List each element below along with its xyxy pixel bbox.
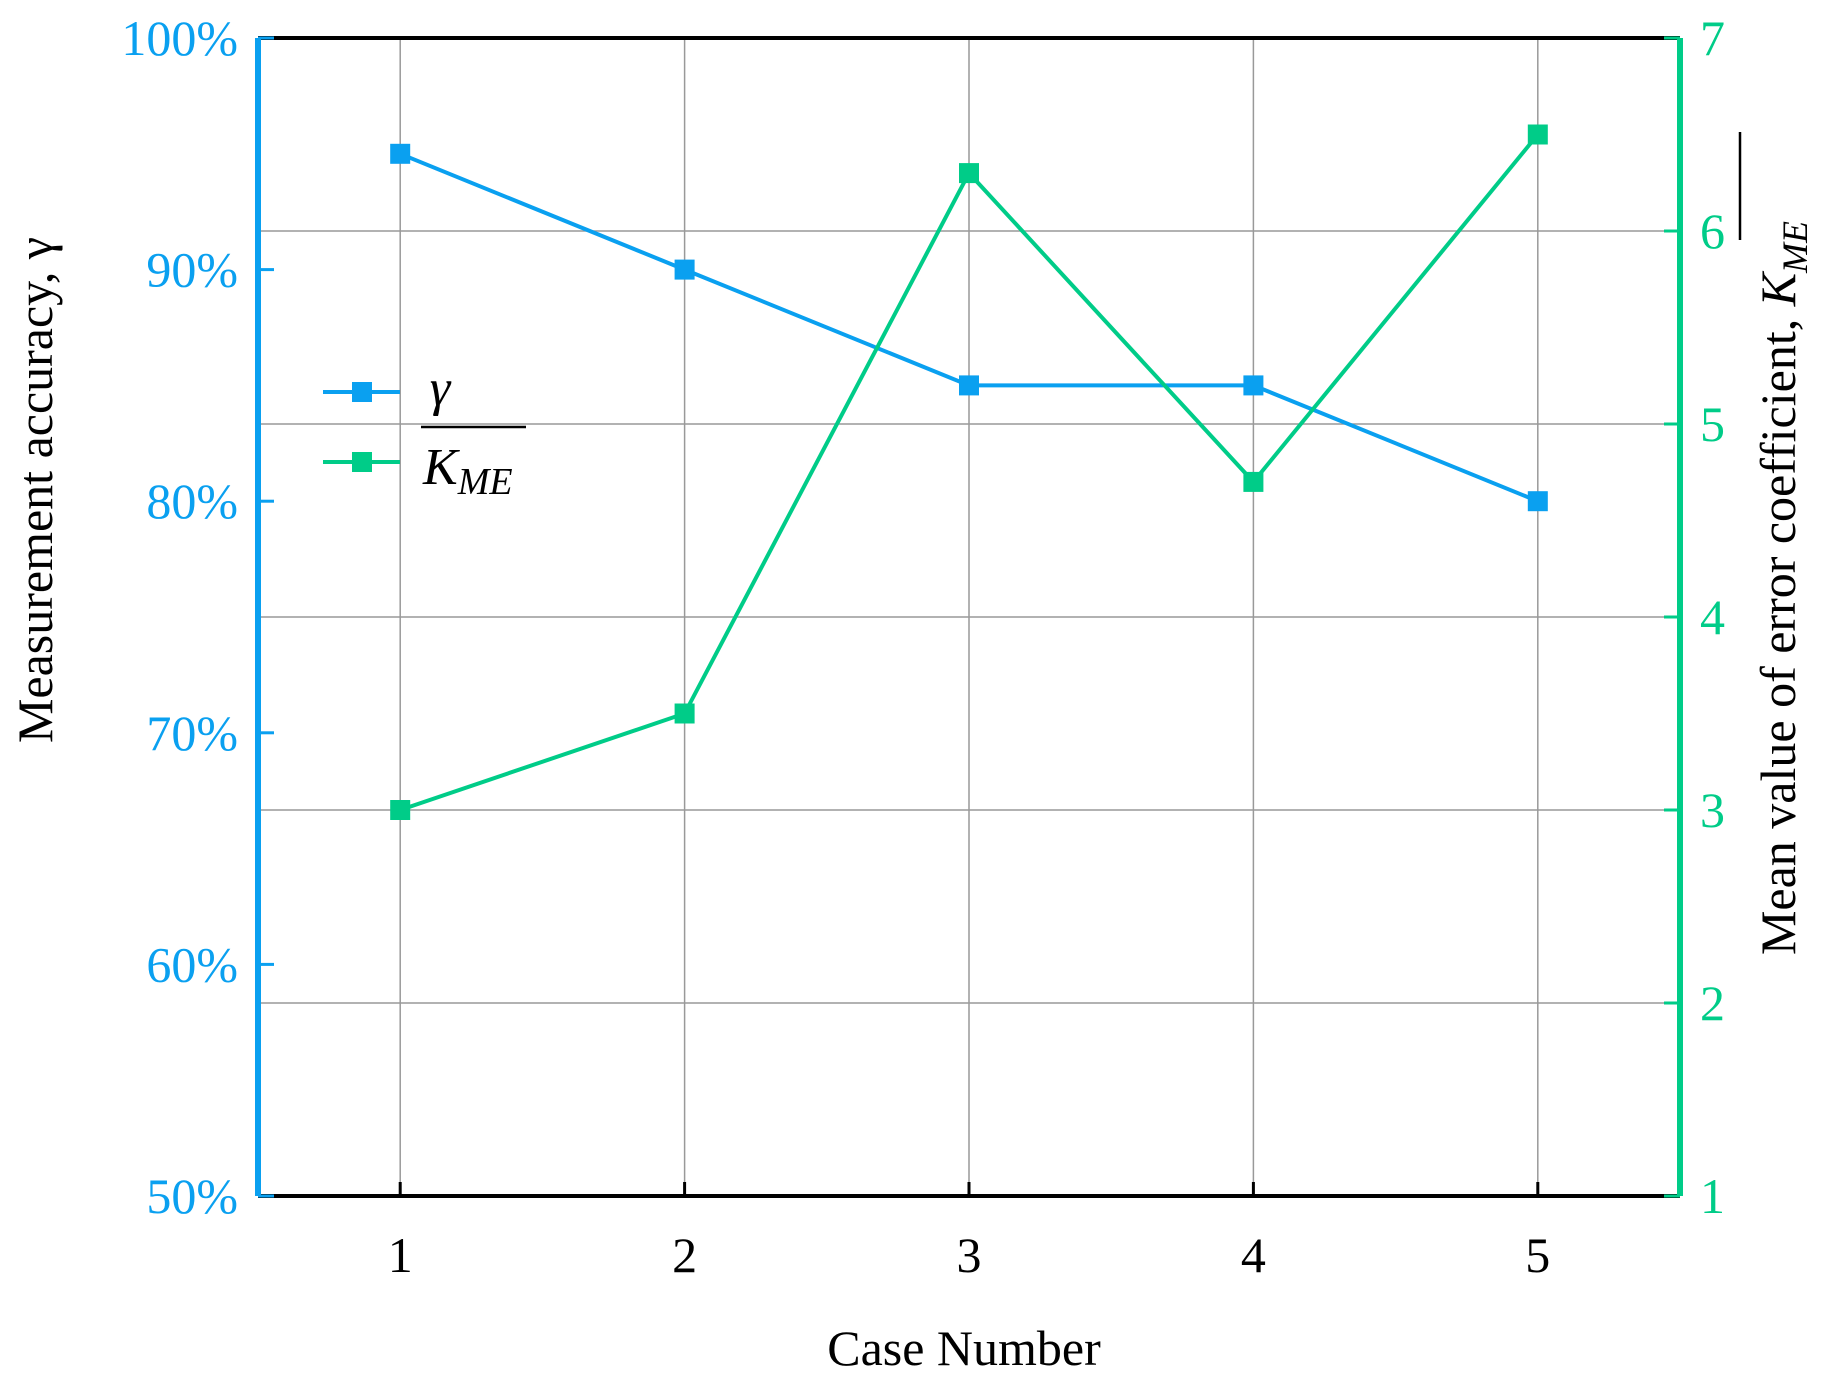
y-left-tick-label: 60% bbox=[146, 936, 238, 992]
legend-label-gamma: γ bbox=[430, 360, 452, 417]
y-left-tick-label: 90% bbox=[146, 242, 238, 298]
data-point-series-1-case-2 bbox=[674, 259, 695, 280]
y-right-tick-label: 3 bbox=[1700, 782, 1725, 838]
y-right-tick-label: 5 bbox=[1700, 396, 1725, 452]
y-right-tick-label: 1 bbox=[1700, 1168, 1725, 1224]
x-tick-label: 1 bbox=[388, 1227, 413, 1283]
grid-lines bbox=[258, 38, 1680, 1196]
y-axis-right-title-subscript: ME bbox=[1775, 221, 1815, 274]
y-left-tick-label: 80% bbox=[146, 473, 238, 529]
y-left-tick-label: 100% bbox=[121, 10, 238, 66]
data-point-series-2-case-1 bbox=[390, 800, 411, 820]
data-point-series-2-case-3 bbox=[959, 163, 979, 184]
data-point-series-1-case-4 bbox=[1243, 375, 1264, 396]
data-point-series-2-case-5 bbox=[1527, 124, 1548, 145]
legend: γ KME bbox=[323, 132, 1742, 503]
legend-marker-1 bbox=[352, 382, 372, 402]
legend-marker-2 bbox=[352, 452, 372, 472]
x-tick-label: 5 bbox=[1525, 1227, 1550, 1283]
y-right-tick-label: 7 bbox=[1700, 10, 1725, 66]
data-point-series-1-case-3 bbox=[959, 375, 979, 396]
y-axis-left-title: Measurement accuracy, γ bbox=[7, 237, 63, 743]
y-axis-right-title: Mean value of error coefficient, KME bbox=[1750, 221, 1815, 955]
data-point-series-2-case-4 bbox=[1243, 471, 1264, 492]
y-right-tick-label: 2 bbox=[1700, 975, 1725, 1031]
y-axis-right-title-text: Mean value of error coefficient, bbox=[1750, 306, 1806, 955]
data-series bbox=[390, 124, 1548, 820]
y-left-tick-label: 50% bbox=[146, 1168, 238, 1224]
axis-labels: Case Number Measurement accuracy, γ Mean… bbox=[7, 221, 1815, 1376]
x-tick-label: 2 bbox=[672, 1227, 697, 1283]
data-point-series-2-case-2 bbox=[674, 703, 695, 724]
legend-label-kme: KME bbox=[422, 439, 513, 503]
x-axis-title: Case Number bbox=[827, 1320, 1101, 1376]
y-axis-right-title-symbol: K bbox=[1750, 270, 1806, 307]
x-tick-label: 3 bbox=[957, 1227, 982, 1283]
y-right-tick-label: 6 bbox=[1700, 203, 1725, 259]
y-left-tick-label: 70% bbox=[146, 705, 238, 761]
x-tick-label: 4 bbox=[1241, 1227, 1266, 1283]
data-point-series-1-case-1 bbox=[390, 143, 411, 164]
data-point-series-1-case-5 bbox=[1527, 491, 1548, 512]
y-right-tick-label: 4 bbox=[1700, 589, 1725, 645]
axis-ticks: 1 2 3 4 5 50% 60% 70% 80% 90% 100% 1 2 3 4 5 6 7 bbox=[121, 10, 1725, 1283]
